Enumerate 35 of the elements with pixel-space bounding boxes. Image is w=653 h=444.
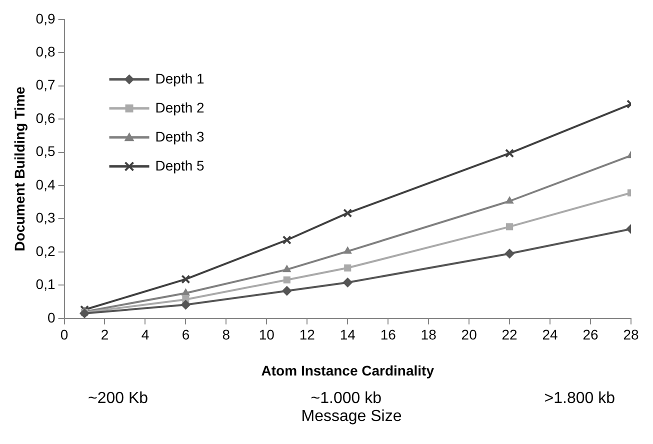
x-tick-label: 14	[340, 326, 356, 343]
x-tick-label: 4	[141, 326, 150, 343]
x-tick-label: 12	[299, 326, 316, 343]
y-tick-label: 0,4	[36, 176, 56, 192]
y-tick-label: 0,1	[36, 276, 56, 292]
y-tick-label: 0	[47, 309, 56, 326]
x-tick-label: 22	[502, 326, 518, 343]
legend-label: Depth 2	[155, 99, 205, 116]
y-tick-label: 0,2	[36, 242, 56, 259]
y-tick-label: 0,3	[36, 210, 56, 226]
x-tick-label: 24	[542, 326, 558, 343]
y-tick-label: 0,8	[36, 43, 56, 60]
y-tick-label: 0,6	[36, 110, 56, 126]
x-tick-label: 26	[582, 326, 599, 343]
y-axis-title: Document Building Time	[11, 86, 28, 252]
text: Message Size	[300, 408, 403, 426]
x-tick-label: 28	[623, 326, 639, 343]
x-tick-label: 2	[100, 326, 109, 343]
legend-label: Depth 5	[155, 157, 205, 174]
x-tick-label: 0	[60, 326, 68, 343]
x-tick-label: 20	[461, 326, 478, 343]
text: >1.800 kb	[544, 390, 615, 408]
x-tick-label: 16	[380, 326, 396, 343]
x-tick-label: 8	[222, 326, 230, 343]
text: ~1.000 kb	[310, 390, 382, 408]
legend-label: Depth 3	[155, 128, 205, 144]
x-tick-label: 6	[182, 326, 190, 343]
legend-label: Depth 1	[155, 70, 205, 86]
y-tick-label: 0,9	[36, 10, 56, 26]
text: ~200 Kb	[88, 390, 148, 408]
x-axis-title: Atom Instance Cardinality	[261, 362, 434, 378]
x-tick-label: 18	[420, 326, 437, 343]
y-tick-label: 0,7	[36, 76, 56, 93]
x-tick-label: 10	[258, 326, 275, 343]
y-tick-label: 0,5	[36, 143, 56, 160]
